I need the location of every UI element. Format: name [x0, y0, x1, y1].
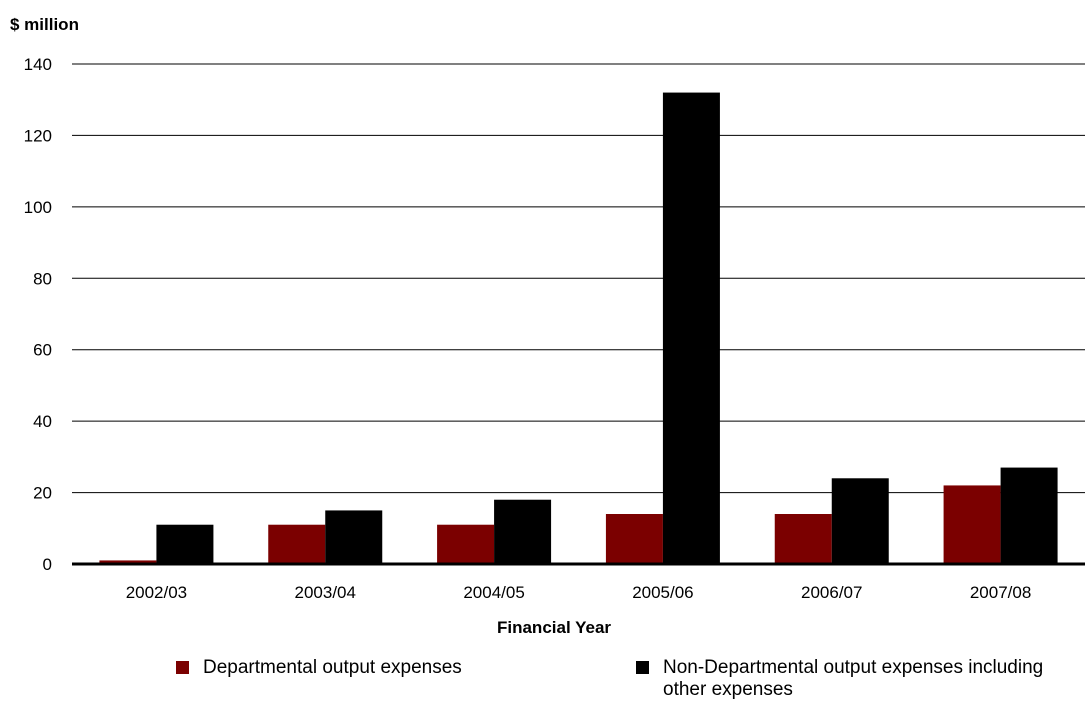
gridlines [72, 63, 1085, 494]
x-axis-ticks: 2002/03 2003/04 2004/05 2005/06 2006/07 2007/… [126, 583, 1032, 602]
y-axis-label: $ million [10, 15, 79, 34]
legend-swatch-non-departmental [636, 661, 649, 674]
x-axis-label: Financial Year [497, 618, 611, 637]
legend-swatch-departmental [176, 661, 189, 674]
bar-departmental-2006-07 [774, 514, 832, 564]
x-tick-label: 2007/08 [970, 583, 1031, 602]
x-tick-label: 2004/05 [463, 583, 524, 602]
bar-departmental-2007-08 [943, 485, 1001, 564]
y-tick-label: 120 [24, 126, 52, 145]
legend-label-departmental: Departmental output expenses [203, 657, 462, 678]
y-tick-label: 40 [33, 412, 52, 431]
bar-non-departmental-2005-06 [662, 92, 720, 565]
x-tick-label: 2002/03 [126, 583, 187, 602]
bars [99, 92, 1058, 565]
bar-non-departmental-2002-03 [156, 524, 214, 564]
y-tick-label: 0 [43, 555, 52, 574]
y-tick-label: 60 [33, 341, 52, 360]
bar-non-departmental-2006-07 [831, 478, 889, 564]
bar-departmental-2005-06 [605, 514, 663, 564]
bar-departmental-2004-05 [437, 524, 495, 564]
y-tick-label: 20 [33, 484, 52, 503]
y-tick-label: 80 [33, 269, 52, 288]
bar-chart: $ million 0 20 40 60 80 100 120 140 2002/03 2003… [10, 15, 1085, 637]
y-tick-label: 100 [24, 198, 52, 217]
y-axis-ticks: 0 20 40 60 80 100 120 140 [24, 55, 52, 574]
bar-departmental-2003-04 [268, 524, 326, 564]
bar-non-departmental-2003-04 [325, 510, 383, 564]
x-tick-label: 2006/07 [801, 583, 862, 602]
x-tick-label: 2005/06 [632, 583, 693, 602]
x-tick-label: 2003/04 [295, 583, 356, 602]
bar-departmental-2002-03 [99, 560, 157, 564]
legend-label-non-departmental: Non-Departmental output expenses includi… [663, 657, 1044, 700]
bar-non-departmental-2004-05 [494, 499, 552, 564]
y-tick-label: 140 [24, 55, 52, 74]
bar-non-departmental-2007-08 [1000, 467, 1058, 564]
